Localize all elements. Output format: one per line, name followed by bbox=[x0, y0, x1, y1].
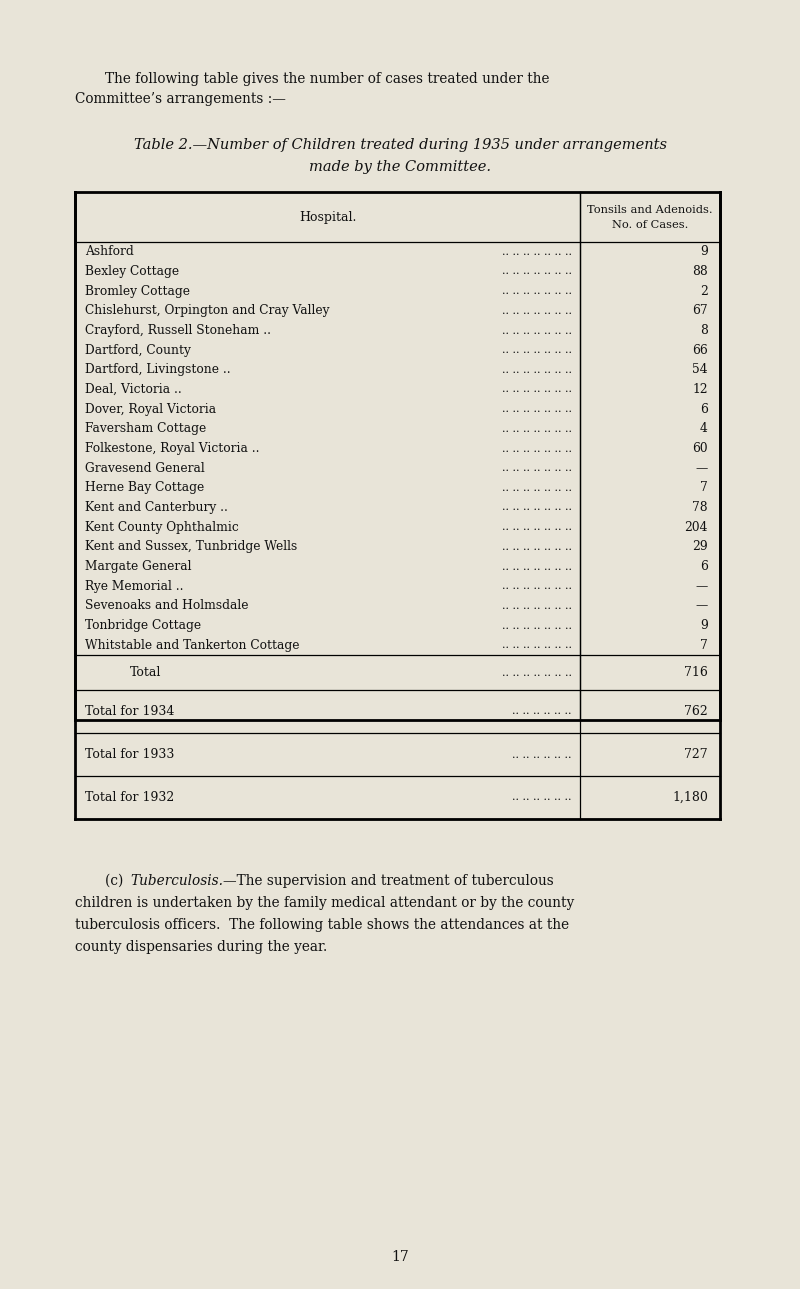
Text: Tonsils and Adenoids.: Tonsils and Adenoids. bbox=[587, 205, 713, 215]
Text: 8: 8 bbox=[700, 324, 708, 336]
Text: Gravesend General: Gravesend General bbox=[85, 461, 205, 474]
Text: The following table gives the number of cases treated under the: The following table gives the number of … bbox=[105, 72, 550, 86]
Text: .. .. .. .. .. .. ..: .. .. .. .. .. .. .. bbox=[502, 562, 572, 571]
Text: 762: 762 bbox=[684, 705, 708, 718]
Text: .. .. .. .. .. .. ..: .. .. .. .. .. .. .. bbox=[502, 424, 572, 434]
Text: county dispensaries during the year.: county dispensaries during the year. bbox=[75, 940, 327, 954]
Text: Kent and Sussex, Tunbridge Wells: Kent and Sussex, Tunbridge Wells bbox=[85, 540, 298, 553]
Text: children is undertaken by the family medical attendant or by the county: children is undertaken by the family med… bbox=[75, 896, 574, 910]
Text: 9: 9 bbox=[700, 245, 708, 258]
Text: 6: 6 bbox=[700, 402, 708, 415]
Text: Dartford, County: Dartford, County bbox=[85, 344, 191, 357]
Text: Kent and Canterbury ..: Kent and Canterbury .. bbox=[85, 501, 228, 514]
Text: 54: 54 bbox=[692, 363, 708, 376]
Text: Ashford: Ashford bbox=[85, 245, 134, 258]
Text: .. .. .. .. .. .. ..: .. .. .. .. .. .. .. bbox=[502, 522, 572, 532]
Text: Faversham Cottage: Faversham Cottage bbox=[85, 423, 206, 436]
Text: Dartford, Livingstone ..: Dartford, Livingstone .. bbox=[85, 363, 230, 376]
Text: 1,180: 1,180 bbox=[672, 791, 708, 804]
Text: 88: 88 bbox=[692, 266, 708, 278]
Text: Crayford, Russell Stoneham ..: Crayford, Russell Stoneham .. bbox=[85, 324, 271, 336]
Text: 60: 60 bbox=[692, 442, 708, 455]
Text: .. .. .. .. .. .. ..: .. .. .. .. .. .. .. bbox=[502, 345, 572, 356]
Text: 4: 4 bbox=[700, 423, 708, 436]
Text: Herne Bay Cottage: Herne Bay Cottage bbox=[85, 481, 204, 495]
Text: .. .. .. .. .. .. ..: .. .. .. .. .. .. .. bbox=[502, 286, 572, 296]
Text: Bromley Cottage: Bromley Cottage bbox=[85, 285, 190, 298]
Text: Whitstable and Tankerton Cottage: Whitstable and Tankerton Cottage bbox=[85, 638, 299, 652]
Text: —The supervision and treatment of tuberculous: —The supervision and treatment of tuberc… bbox=[223, 874, 554, 888]
Text: .. .. .. .. .. .. ..: .. .. .. .. .. .. .. bbox=[502, 405, 572, 414]
Text: .. .. .. .. .. .. ..: .. .. .. .. .. .. .. bbox=[502, 503, 572, 513]
Text: .. .. .. .. .. .. ..: .. .. .. .. .. .. .. bbox=[502, 305, 572, 316]
Text: .. .. .. .. .. .. ..: .. .. .. .. .. .. .. bbox=[502, 463, 572, 473]
Text: .. .. .. .. .. .. ..: .. .. .. .. .. .. .. bbox=[502, 267, 572, 277]
Text: Bexley Cottage: Bexley Cottage bbox=[85, 266, 179, 278]
Text: Chislehurst, Orpington and Cray Valley: Chislehurst, Orpington and Cray Valley bbox=[85, 304, 330, 317]
Text: Tuberculosis.: Tuberculosis. bbox=[130, 874, 223, 888]
Text: Committee’s arrangements :—: Committee’s arrangements :— bbox=[75, 92, 286, 106]
Text: Deal, Victoria ..: Deal, Victoria .. bbox=[85, 383, 182, 396]
Text: .. .. .. .. .. .. ..: .. .. .. .. .. .. .. bbox=[502, 246, 572, 257]
Text: (c): (c) bbox=[105, 874, 128, 888]
Text: Total for 1934: Total for 1934 bbox=[85, 705, 174, 718]
Text: 17: 17 bbox=[391, 1250, 409, 1265]
Text: Dover, Royal Victoria: Dover, Royal Victoria bbox=[85, 402, 216, 415]
Text: Table 2.—Number of Children treated during 1935 under arrangements: Table 2.—Number of Children treated duri… bbox=[134, 138, 666, 152]
Text: Tonbridge Cottage: Tonbridge Cottage bbox=[85, 619, 201, 632]
Text: Total for 1933: Total for 1933 bbox=[85, 748, 174, 761]
Text: 7: 7 bbox=[700, 481, 708, 495]
Text: 12: 12 bbox=[692, 383, 708, 396]
Text: Hospital.: Hospital. bbox=[299, 210, 356, 223]
Text: Kent County Ophthalmic: Kent County Ophthalmic bbox=[85, 521, 238, 534]
Text: .. .. .. .. .. .. ..: .. .. .. .. .. .. .. bbox=[502, 443, 572, 454]
Text: 716: 716 bbox=[684, 666, 708, 679]
Text: 66: 66 bbox=[692, 344, 708, 357]
Text: —: — bbox=[696, 599, 708, 612]
Text: tuberculosis officers.  The following table shows the attendances at the: tuberculosis officers. The following tab… bbox=[75, 918, 569, 932]
Text: Margate General: Margate General bbox=[85, 559, 191, 574]
Text: .. .. .. .. .. .. ..: .. .. .. .. .. .. .. bbox=[502, 668, 572, 678]
Text: .. .. .. .. .. ..: .. .. .. .. .. .. bbox=[513, 749, 572, 759]
Text: .. .. .. .. .. .. ..: .. .. .. .. .. .. .. bbox=[502, 641, 572, 650]
Text: .. .. .. .. .. .. ..: .. .. .. .. .. .. .. bbox=[502, 326, 572, 335]
Text: .. .. .. .. .. .. ..: .. .. .. .. .. .. .. bbox=[502, 581, 572, 592]
Text: No. of Cases.: No. of Cases. bbox=[612, 220, 688, 229]
Text: Rye Memorial ..: Rye Memorial .. bbox=[85, 580, 183, 593]
Text: .. .. .. .. .. ..: .. .. .. .. .. .. bbox=[513, 706, 572, 717]
Text: Folkestone, Royal Victoria ..: Folkestone, Royal Victoria .. bbox=[85, 442, 259, 455]
Text: 78: 78 bbox=[692, 501, 708, 514]
Text: —: — bbox=[696, 580, 708, 593]
Text: .. .. .. .. .. .. ..: .. .. .. .. .. .. .. bbox=[502, 601, 572, 611]
Text: 67: 67 bbox=[692, 304, 708, 317]
Text: 7: 7 bbox=[700, 638, 708, 652]
Text: Total: Total bbox=[130, 666, 162, 679]
Text: 727: 727 bbox=[684, 748, 708, 761]
Text: .. .. .. .. .. .. ..: .. .. .. .. .. .. .. bbox=[502, 483, 572, 492]
Text: Sevenoaks and Holmsdale: Sevenoaks and Holmsdale bbox=[85, 599, 249, 612]
Text: 2: 2 bbox=[700, 285, 708, 298]
Text: 9: 9 bbox=[700, 619, 708, 632]
Text: .. .. .. .. .. .. ..: .. .. .. .. .. .. .. bbox=[502, 541, 572, 552]
Text: .. .. .. .. .. .. ..: .. .. .. .. .. .. .. bbox=[502, 365, 572, 375]
Text: —: — bbox=[696, 461, 708, 474]
Text: .. .. .. .. .. .. ..: .. .. .. .. .. .. .. bbox=[502, 384, 572, 394]
Text: 29: 29 bbox=[692, 540, 708, 553]
Text: .. .. .. .. .. ..: .. .. .. .. .. .. bbox=[513, 793, 572, 803]
Text: 204: 204 bbox=[685, 521, 708, 534]
Text: 6: 6 bbox=[700, 559, 708, 574]
Text: .. .. .. .. .. .. ..: .. .. .. .. .. .. .. bbox=[502, 620, 572, 630]
Text: made by the Committee.: made by the Committee. bbox=[309, 160, 491, 174]
Text: Total for 1932: Total for 1932 bbox=[85, 791, 174, 804]
